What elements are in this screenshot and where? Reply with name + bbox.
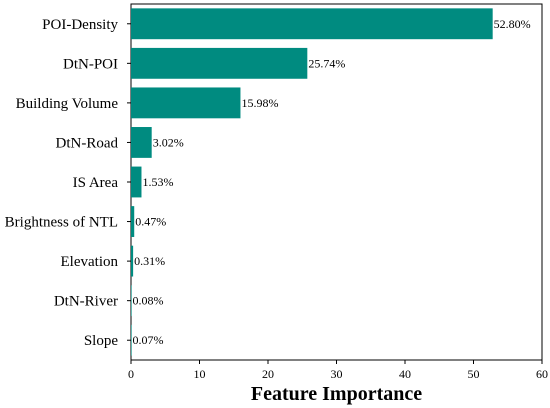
x-tick-label: 40: [399, 367, 411, 381]
x-tick-label: 30: [331, 367, 343, 381]
category-label: POI-Density: [42, 17, 118, 33]
category-label: Elevation: [61, 254, 119, 270]
category-label: Slope: [84, 333, 119, 349]
bar-dtn-poi: [131, 47, 308, 79]
bar-dtn-river: [131, 285, 132, 317]
bars-group: 52.80% 25.74% 15.98% 3.02% 1.53% 0.47% 0.31% 0.…: [131, 8, 531, 356]
category-label: IS Area: [73, 175, 119, 191]
bar-dtn-road: [131, 127, 152, 158]
x-tick-label: 60: [536, 367, 548, 381]
data-label: 52.80%: [494, 17, 531, 31]
data-label: 0.47%: [135, 215, 166, 229]
data-label: 25.74%: [308, 56, 345, 70]
data-label: 0.07%: [132, 333, 163, 347]
x-axis-title: Feature Importance: [251, 383, 422, 405]
data-label: 0.08%: [133, 294, 164, 308]
x-tick-label: 50: [468, 367, 480, 381]
bar-poi-density: [131, 8, 493, 40]
bar-is-area: [131, 166, 142, 198]
category-label: Building Volume: [16, 96, 119, 112]
x-tick-label: 0: [128, 367, 134, 381]
x-axis-ticks: 0 10 20 30 40 50 60: [128, 360, 548, 381]
data-label: 3.02%: [153, 135, 184, 149]
x-tick-label: 20: [262, 367, 274, 381]
bar-slope: [131, 324, 132, 356]
data-label: 15.98%: [241, 96, 278, 110]
bar-building-volume: [131, 87, 241, 119]
x-tick-label: 10: [194, 367, 206, 381]
data-label: 0.31%: [134, 254, 165, 268]
category-labels: POI-Density DtN-POI Building Volume DtN-Roa…: [5, 17, 131, 349]
category-label: Brightness of NTL: [5, 215, 118, 231]
data-label: 1.53%: [142, 175, 173, 189]
category-label: DtN-River: [54, 294, 118, 310]
bar-brightness-of-ntl: [131, 206, 135, 237]
category-label: DtN-POI: [63, 56, 118, 72]
category-label: DtN-Road: [56, 135, 119, 151]
bar-elevation: [131, 245, 134, 277]
